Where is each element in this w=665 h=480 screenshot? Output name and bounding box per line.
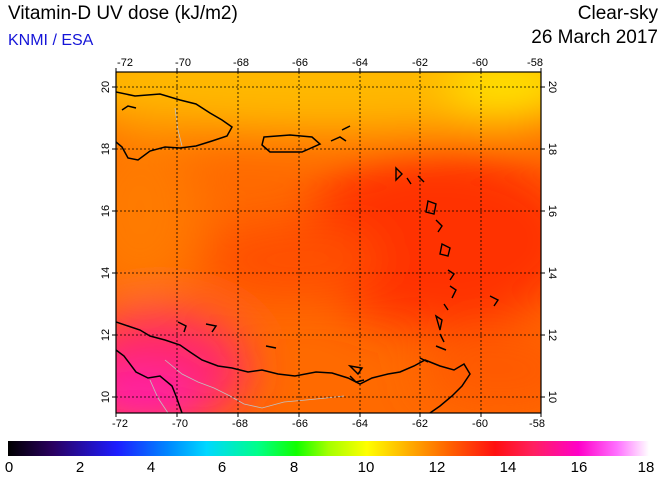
lon-tick-label-bottom: -66 <box>292 418 308 430</box>
scale-label: 0 <box>4 459 14 476</box>
scale-label: 10 <box>357 459 375 476</box>
color-scale-bar <box>8 441 649 456</box>
lon-tick-label-bottom: -62 <box>412 418 428 430</box>
lon-tick-label-top: -66 <box>292 57 308 69</box>
lon-tick-label-top: -64 <box>352 57 368 69</box>
lon-tick-label-top: -62 <box>412 57 428 69</box>
lat-lon-grid <box>116 72 541 413</box>
lat-tick-label-left: 18 <box>100 143 112 155</box>
scale-label: 6 <box>217 459 227 476</box>
product-label: Clear-sky <box>577 3 658 24</box>
lon-tick-label-top: -72 <box>117 57 133 69</box>
lon-tick-label-top: -58 <box>527 57 543 69</box>
lat-tick-label-right: 20 <box>546 81 558 93</box>
lon-tick-label-top: -70 <box>175 57 191 69</box>
lat-tick-label-right: 14 <box>546 267 558 279</box>
lon-tick-label-bottom: -68 <box>232 418 248 430</box>
uv-dose-map: -72 -70 -68 -66 -64 -62 -60 -58 -72 -70 … <box>100 57 558 430</box>
lon-tick-label-bottom: -60 <box>472 418 488 430</box>
scale-label: 4 <box>146 459 156 476</box>
scale-label: 18 <box>637 459 655 476</box>
lon-tick-label-bottom: -58 <box>529 418 545 430</box>
lesser-antilles <box>395 166 500 331</box>
lon-tick-label-bottom: -72 <box>112 418 128 430</box>
date-label: 26 March 2017 <box>531 27 658 48</box>
scale-label: 14 <box>499 459 517 476</box>
borders <box>149 107 345 413</box>
lat-tick-label-right: 18 <box>546 143 558 155</box>
coastlines <box>116 91 471 413</box>
scale-label: 16 <box>570 459 588 476</box>
scale-label: 2 <box>75 459 85 476</box>
uv-field <box>116 72 541 413</box>
lat-tick-label-left: 14 <box>100 267 112 279</box>
lat-tick-label-left: 10 <box>100 391 112 403</box>
lat-tick-label-left: 20 <box>100 81 112 93</box>
lon-tick-label-top: -68 <box>233 57 249 69</box>
map-frame <box>115 71 542 414</box>
lat-tick-label-left: 12 <box>100 329 112 341</box>
lon-tick-label-top: -60 <box>472 57 488 69</box>
credit-label: KNMI / ESA <box>8 32 94 49</box>
map-title: Vitamin-D UV dose (kJ/m2) <box>8 3 238 24</box>
tick-marks <box>112 68 545 417</box>
lat-tick-label-left: 16 <box>100 205 112 217</box>
lat-tick-label-right: 12 <box>546 329 558 341</box>
lat-tick-label-right: 16 <box>546 205 558 217</box>
lon-tick-label-bottom: -70 <box>172 418 188 430</box>
scale-label: 8 <box>289 459 299 476</box>
lon-tick-label-bottom: -64 <box>352 418 368 430</box>
lat-tick-label-right: 10 <box>546 391 558 403</box>
scale-label: 12 <box>428 459 446 476</box>
